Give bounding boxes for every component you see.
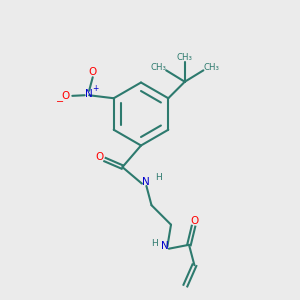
Text: +: + (92, 84, 98, 93)
Text: −: − (56, 98, 64, 107)
Text: O: O (61, 91, 69, 101)
Text: O: O (190, 216, 198, 226)
Text: O: O (95, 152, 103, 162)
Text: CH₃: CH₃ (150, 64, 167, 73)
Text: CH₃: CH₃ (203, 64, 219, 73)
Text: CH₃: CH₃ (177, 53, 193, 62)
Text: N: N (160, 241, 168, 251)
Text: N: N (142, 177, 149, 187)
Text: O: O (88, 67, 97, 77)
Text: H: H (155, 172, 162, 182)
Text: H: H (152, 239, 158, 248)
Text: N: N (85, 89, 93, 99)
